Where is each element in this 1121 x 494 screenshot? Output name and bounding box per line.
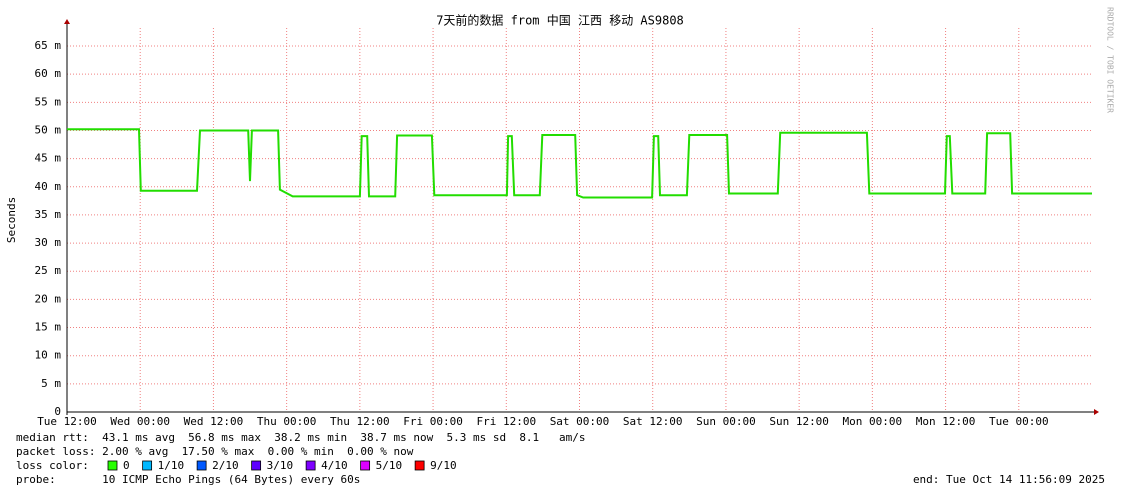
loss-color-label: 5/10	[376, 459, 403, 472]
y-tick-label: 45 m	[35, 152, 62, 165]
x-tick-label: Wed 12:00	[184, 415, 244, 428]
x-tick-label: Fri 00:00	[403, 415, 463, 428]
watermark: RRDTOOL / TOBI OETIKER	[1106, 7, 1115, 113]
probe-info: probe: 10 ICMP Echo Pings (64 Bytes) eve…	[16, 473, 360, 486]
end-time: end: Tue Oct 14 11:56:09 2025	[913, 473, 1105, 486]
stats-line: packet loss: 2.00 % avg 17.50 % max 0.00…	[16, 445, 414, 458]
loss-color-label: 1/10	[158, 459, 185, 472]
loss-color-label: 4/10	[321, 459, 348, 472]
x-tick-label: Sat 12:00	[623, 415, 683, 428]
y-tick-label: 40 m	[35, 180, 62, 193]
y-tick-label: 5 m	[41, 377, 61, 390]
y-axis-label: Seconds	[5, 197, 18, 243]
x-tick-label: Tue 00:00	[989, 415, 1049, 428]
loss-color-label: 3/10	[267, 459, 294, 472]
x-tick-label: Fri 12:00	[476, 415, 536, 428]
y-tick-label: 25 m	[35, 264, 62, 277]
x-tick-label: Thu 00:00	[257, 415, 317, 428]
y-tick-label: 0	[54, 405, 61, 418]
x-tick-label: Sun 12:00	[769, 415, 829, 428]
axis-arrow	[1094, 409, 1099, 415]
x-tick-label: Mon 12:00	[916, 415, 976, 428]
y-tick-label: 60 m	[35, 67, 62, 80]
y-tick-label: 50 m	[35, 123, 62, 136]
x-tick-label: Thu 12:00	[330, 415, 390, 428]
x-tick-label: Mon 00:00	[843, 415, 903, 428]
y-tick-label: 30 m	[35, 236, 62, 249]
y-tick-label: 20 m	[35, 292, 62, 305]
y-tick-label: 15 m	[35, 321, 62, 334]
loss-color-swatch	[305, 460, 316, 471]
axis-arrow	[64, 19, 70, 24]
median-line	[67, 128, 1092, 199]
loss-color-swatch	[107, 460, 118, 471]
stats-line: median rtt: 43.1 ms avg 56.8 ms max 38.2…	[16, 431, 586, 444]
y-tick-label: 65 m	[35, 39, 62, 52]
loss-color-swatch	[196, 460, 207, 471]
loss-color-swatch	[414, 460, 425, 471]
x-tick-label: Wed 00:00	[110, 415, 170, 428]
loss-color-swatch	[360, 460, 371, 471]
x-tick-label: Sat 00:00	[550, 415, 610, 428]
y-tick-label: 10 m	[35, 349, 62, 362]
loss-color-label: loss color:	[16, 459, 89, 472]
y-tick-label: 55 m	[35, 95, 62, 108]
loss-color-swatch	[251, 460, 262, 471]
loss-color-swatch	[142, 460, 153, 471]
loss-color-label: 2/10	[212, 459, 239, 472]
x-tick-label: Tue 12:00	[37, 415, 97, 428]
chart-title: 7天前的数据 from 中国 江西 移动 AS9808	[436, 13, 684, 28]
x-tick-label: Sun 00:00	[696, 415, 756, 428]
y-tick-label: 35 m	[35, 208, 62, 221]
loss-color-label: 9/10	[430, 459, 457, 472]
loss-color-label: 0	[123, 459, 130, 472]
